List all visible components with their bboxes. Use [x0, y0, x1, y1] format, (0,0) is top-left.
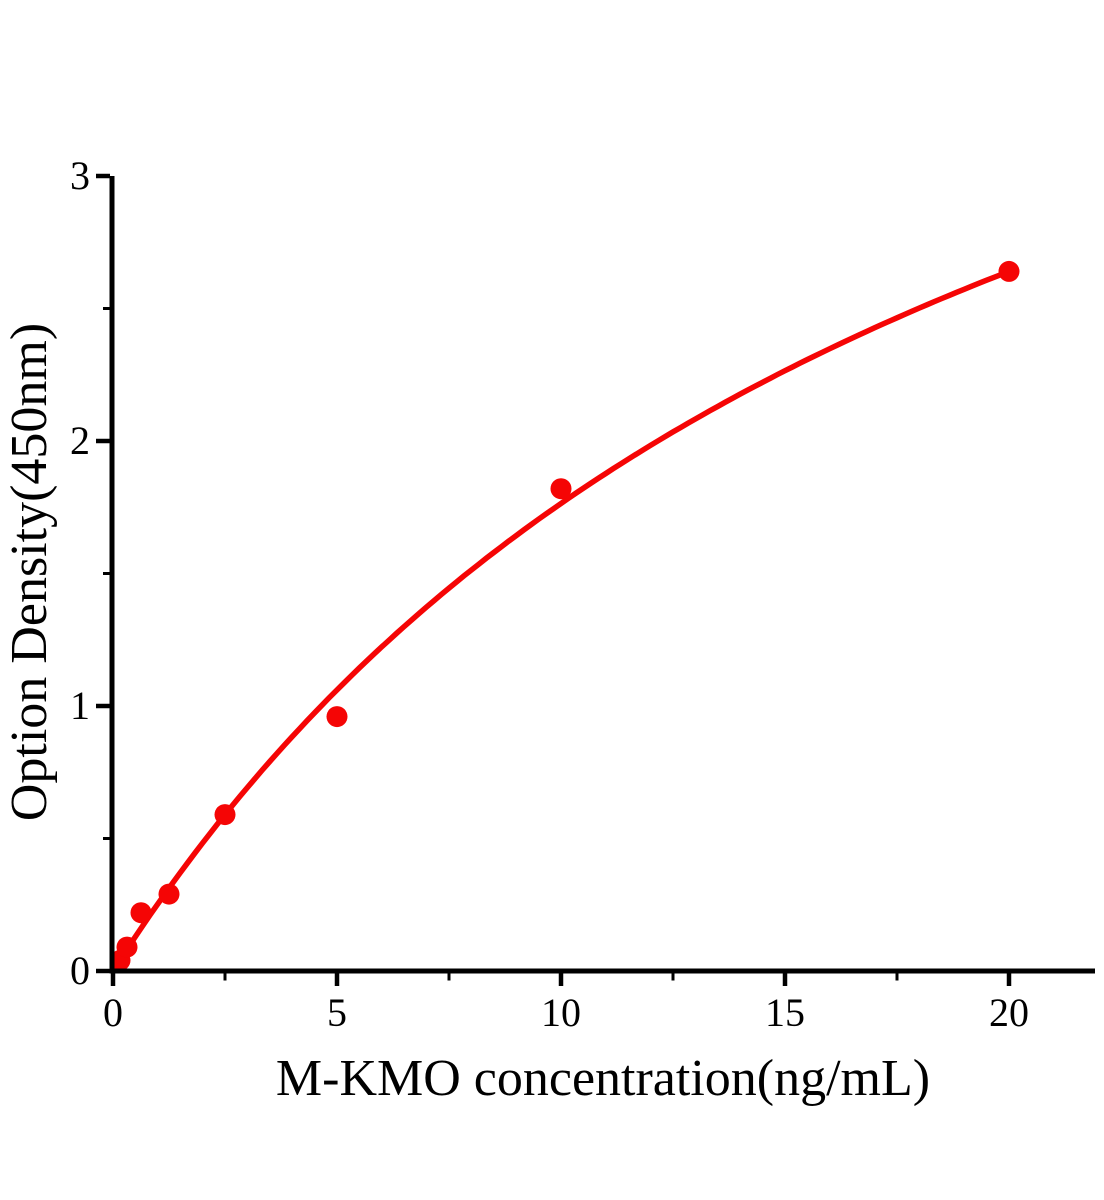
- tick-layer: 0 5 10 15 20 0 1 2 3: [70, 153, 1029, 1035]
- plot-marks-layer: [109, 260, 1020, 974]
- y-tick-label: 3: [70, 153, 90, 198]
- y-tick-label: 1: [70, 683, 90, 728]
- data-point-marker: [214, 804, 236, 826]
- data-point-marker: [550, 478, 572, 500]
- fit-curve-line: [110, 268, 1012, 974]
- y-axis-title: Option Density(450nm): [1, 323, 58, 821]
- data-point-marker: [116, 936, 138, 958]
- y-tick-label: 0: [70, 948, 90, 993]
- x-tick-label: 0: [103, 990, 123, 1035]
- x-axis-title: M-KMO concentration(ng/mL): [276, 1050, 930, 1107]
- x-tick-label: 15: [765, 990, 805, 1035]
- x-tick-label: 10: [541, 990, 581, 1035]
- y-tick-label: 2: [70, 418, 90, 463]
- data-point-marker: [158, 883, 180, 905]
- x-tick-label: 20: [989, 990, 1029, 1035]
- data-point-marker: [998, 260, 1020, 282]
- data-point-marker: [130, 902, 152, 924]
- data-point-marker: [326, 706, 348, 728]
- axes-layer: [109, 176, 1095, 974]
- x-tick-label: 5: [327, 990, 347, 1035]
